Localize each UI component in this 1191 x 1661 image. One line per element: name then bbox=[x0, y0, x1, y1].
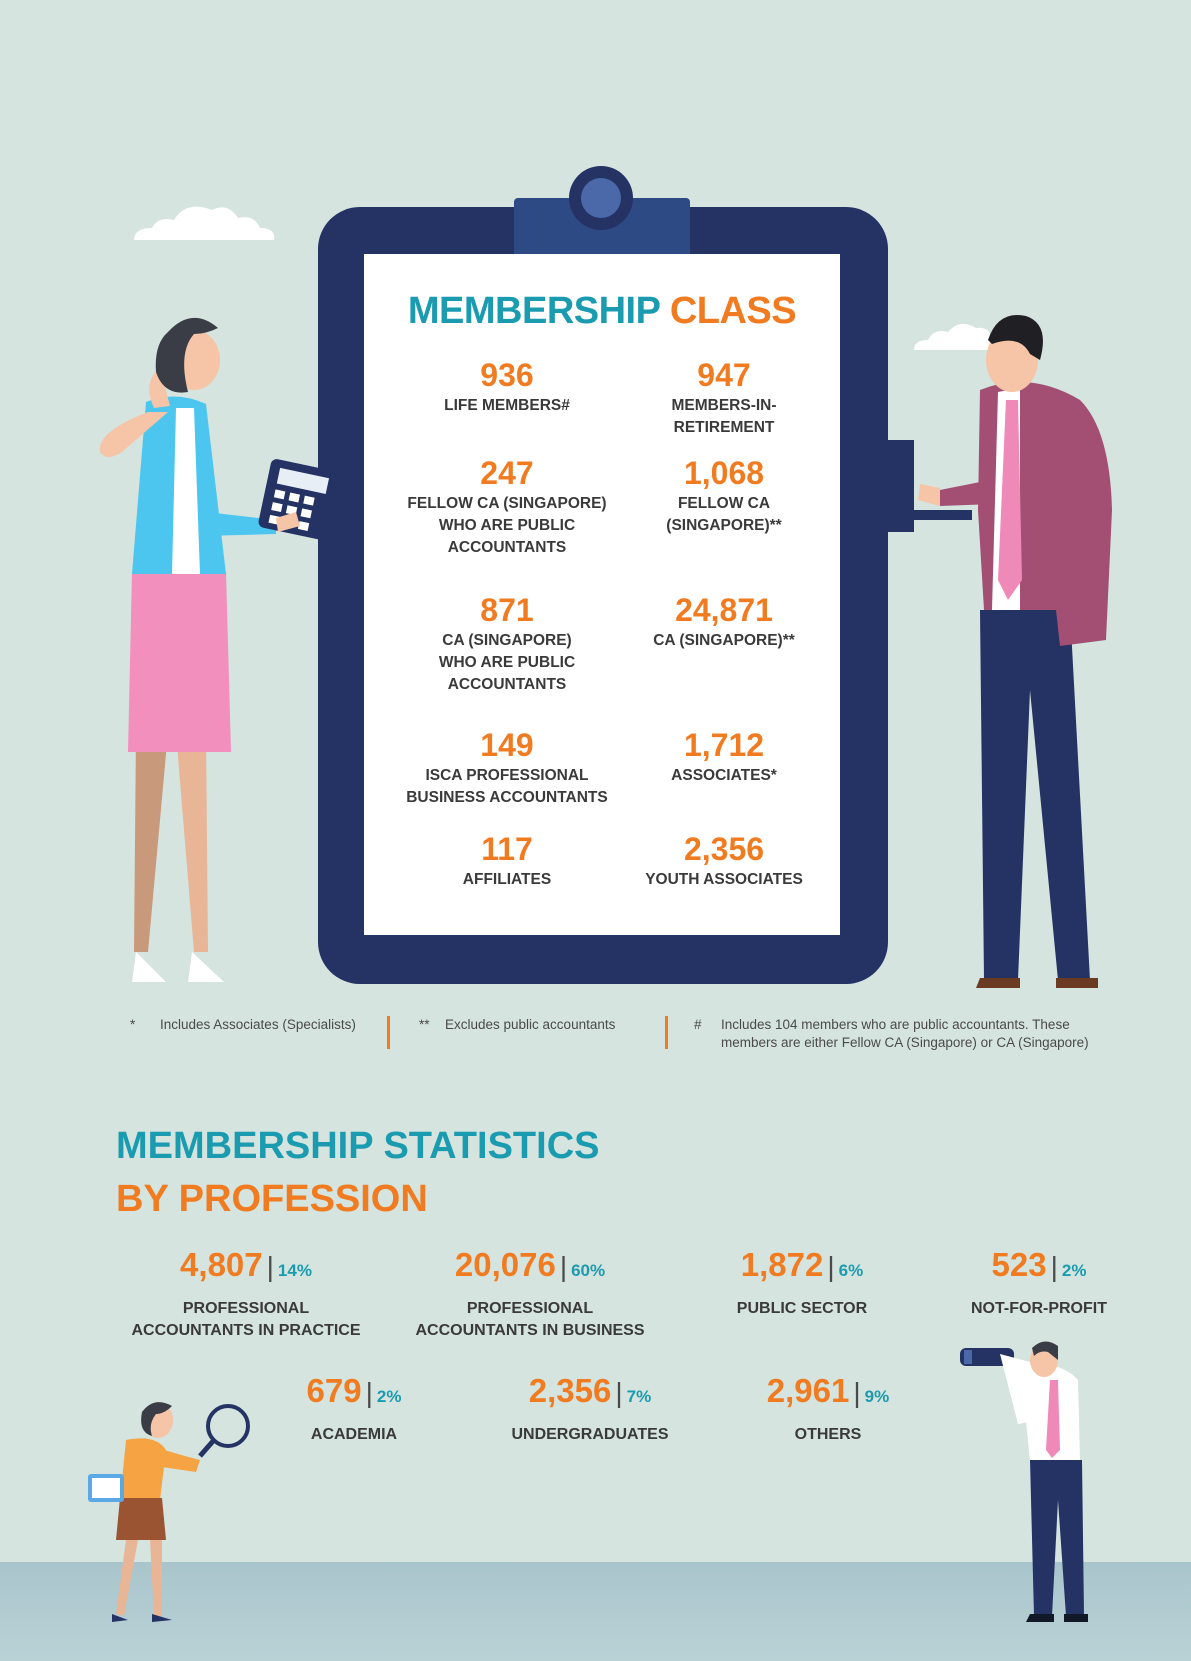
class-item-life-members: 936 LIFE MEMBERS# bbox=[397, 357, 617, 417]
stat-not-for-profit: 523 | 2% NOT-FOR-PROFIT bbox=[944, 1246, 1134, 1320]
class-value: 117 bbox=[481, 831, 533, 867]
clipboard-ring-center bbox=[581, 178, 621, 218]
class-label: LIFE MEMBERS# bbox=[444, 397, 570, 414]
class-value: 24,871 bbox=[675, 592, 773, 628]
class-value: 1,068 bbox=[683, 455, 765, 491]
title-part-2: CLASS bbox=[669, 290, 797, 332]
class-label: CA (SINGAPORE)** bbox=[653, 632, 795, 649]
clipboard-paper bbox=[364, 254, 840, 935]
class-item-members-in-retirement: 947 MEMBERS-IN- RETIREMENT bbox=[614, 357, 834, 439]
footnote-public-accountants: ** Excludes public accountants bbox=[419, 1016, 659, 1034]
class-label: CA (SINGAPORE) WHO ARE PUBLIC ACCOUNTANT… bbox=[438, 632, 576, 693]
stat-others: 2,961 | 9% OTHERS bbox=[748, 1372, 908, 1446]
stat-value: 2,961 bbox=[766, 1372, 850, 1409]
title-part-1: MEMBERSHIP bbox=[407, 290, 660, 332]
class-item-ca: 24,871 CA (SINGAPORE)** bbox=[614, 592, 834, 652]
stat-value: 1,872 bbox=[740, 1246, 824, 1283]
class-item-associates: 1,712 ASSOCIATES* bbox=[614, 727, 834, 787]
profession-section-title: MEMBERSHIP STATISTICS BY PROFESSION bbox=[116, 1120, 599, 1226]
class-label: FELLOW CA (SINGAPORE) WHO ARE PUBLIC ACC… bbox=[407, 495, 607, 556]
stat-public-sector: 1,872 | 6% PUBLIC SECTOR bbox=[702, 1246, 902, 1320]
class-label: AFFILIATES bbox=[462, 871, 552, 888]
class-item-fellow-ca-public: 247 FELLOW CA (SINGAPORE) WHO ARE PUBLIC… bbox=[397, 455, 617, 559]
stat-divider: | bbox=[559, 1251, 568, 1282]
stat-divider: | bbox=[853, 1377, 861, 1408]
footnote-divider bbox=[665, 1016, 668, 1049]
stat-divider: | bbox=[266, 1251, 274, 1282]
footnote-text: Excludes public accountants bbox=[445, 1017, 616, 1032]
woman-with-phone-illustration bbox=[99, 317, 340, 982]
class-value: 247 bbox=[480, 455, 534, 491]
stat-value: 20,076 bbox=[454, 1246, 556, 1283]
stat-label: UNDERGRADUATES bbox=[511, 1426, 669, 1443]
stat-percent: 7% bbox=[626, 1387, 652, 1406]
footnote-associates: * Includes Associates (Specialists) bbox=[130, 1016, 380, 1034]
stat-label: PUBLIC SECTOR bbox=[736, 1300, 868, 1317]
man-with-telescope-illustration bbox=[960, 1341, 1088, 1622]
stat-label: NOT-FOR-PROFIT bbox=[971, 1300, 1107, 1317]
section-title-line-2: BY PROFESSION bbox=[116, 1178, 428, 1220]
class-value: 2,356 bbox=[683, 831, 765, 867]
stat-percent: 14% bbox=[277, 1261, 312, 1280]
class-value: 936 bbox=[480, 357, 534, 393]
stat-label: PROFESSIONAL ACCOUNTANTS IN PRACTICE bbox=[131, 1300, 361, 1339]
stat-label: OTHERS bbox=[794, 1426, 862, 1443]
footnote-text: Includes 104 members who are public acco… bbox=[721, 1017, 1089, 1050]
footnote-life-members: # Includes 104 members who are public ac… bbox=[694, 1016, 1114, 1052]
class-value: 947 bbox=[697, 357, 751, 393]
cloud-left-icon bbox=[134, 206, 275, 240]
footnote-mark: # bbox=[694, 1017, 702, 1032]
class-item-ca-public: 871 CA (SINGAPORE) WHO ARE PUBLIC ACCOUN… bbox=[397, 592, 617, 696]
footnote-text: Includes Associates (Specialists) bbox=[160, 1017, 356, 1032]
class-label: YOUTH ASSOCIATES bbox=[645, 871, 803, 888]
class-item-fellow-ca: 1,068 FELLOW CA (SINGAPORE)** bbox=[614, 455, 834, 537]
footnote-mark: ** bbox=[419, 1017, 430, 1032]
stat-value: 2,356 bbox=[528, 1372, 612, 1409]
stat-percent: 60% bbox=[571, 1261, 606, 1280]
membership-class-title: MEMBERSHIP CLASS bbox=[364, 290, 840, 333]
class-label: MEMBERS-IN- RETIREMENT bbox=[671, 397, 777, 436]
footnote-mark: * bbox=[130, 1017, 136, 1032]
class-label: FELLOW CA (SINGAPORE)** bbox=[666, 495, 782, 534]
section-title-line-1: MEMBERSHIP STATISTICS bbox=[116, 1125, 600, 1167]
stat-value: 523 bbox=[991, 1246, 1047, 1283]
stat-accountants-in-business: 20,076 | 60% PROFESSIONAL ACCOUNTANTS IN B… bbox=[400, 1246, 660, 1342]
class-label: ASSOCIATES* bbox=[671, 767, 777, 784]
class-item-isca-pba: 149 ISCA PROFESSIONAL BUSINESS ACCOUNTAN… bbox=[388, 727, 626, 809]
stat-label: ACADEMIA bbox=[310, 1426, 398, 1443]
woman-with-magnifier-illustration bbox=[88, 1402, 250, 1622]
stat-undergraduates: 2,356 | 7% UNDERGRADUATES bbox=[500, 1372, 680, 1446]
stat-accountants-in-practice: 4,807 | 14% PROFESSIONAL ACCOUNTANTS IN PR… bbox=[116, 1246, 376, 1342]
stat-label: PROFESSIONAL ACCOUNTANTS IN BUSINESS bbox=[415, 1300, 645, 1339]
stat-divider: | bbox=[615, 1377, 623, 1408]
stat-percent: 2% bbox=[1061, 1261, 1087, 1280]
class-value: 871 bbox=[480, 592, 534, 628]
floor-band bbox=[0, 1562, 1191, 1661]
stat-value: 4,807 bbox=[180, 1246, 263, 1283]
stat-percent: 6% bbox=[838, 1261, 864, 1280]
stat-divider: | bbox=[827, 1251, 835, 1282]
class-value: 149 bbox=[480, 727, 534, 763]
class-value: 1,712 bbox=[683, 727, 765, 763]
stat-percent: 9% bbox=[864, 1387, 890, 1406]
class-label: ISCA PROFESSIONAL BUSINESS ACCOUNTANTS bbox=[406, 767, 608, 806]
class-item-affiliates: 117 AFFILIATES bbox=[397, 831, 617, 891]
stat-percent: 2% bbox=[376, 1387, 402, 1406]
class-item-youth-associates: 2,356 YOUTH ASSOCIATES bbox=[614, 831, 834, 891]
cloud-right-icon bbox=[914, 323, 1001, 350]
stat-divider: | bbox=[1050, 1251, 1058, 1282]
man-with-tablet-illustration bbox=[880, 315, 1112, 988]
stat-value: 679 bbox=[306, 1372, 362, 1409]
footnote-divider bbox=[387, 1016, 390, 1049]
stat-academia: 679 | 2% ACADEMIA bbox=[284, 1372, 424, 1446]
stat-divider: | bbox=[365, 1377, 373, 1408]
